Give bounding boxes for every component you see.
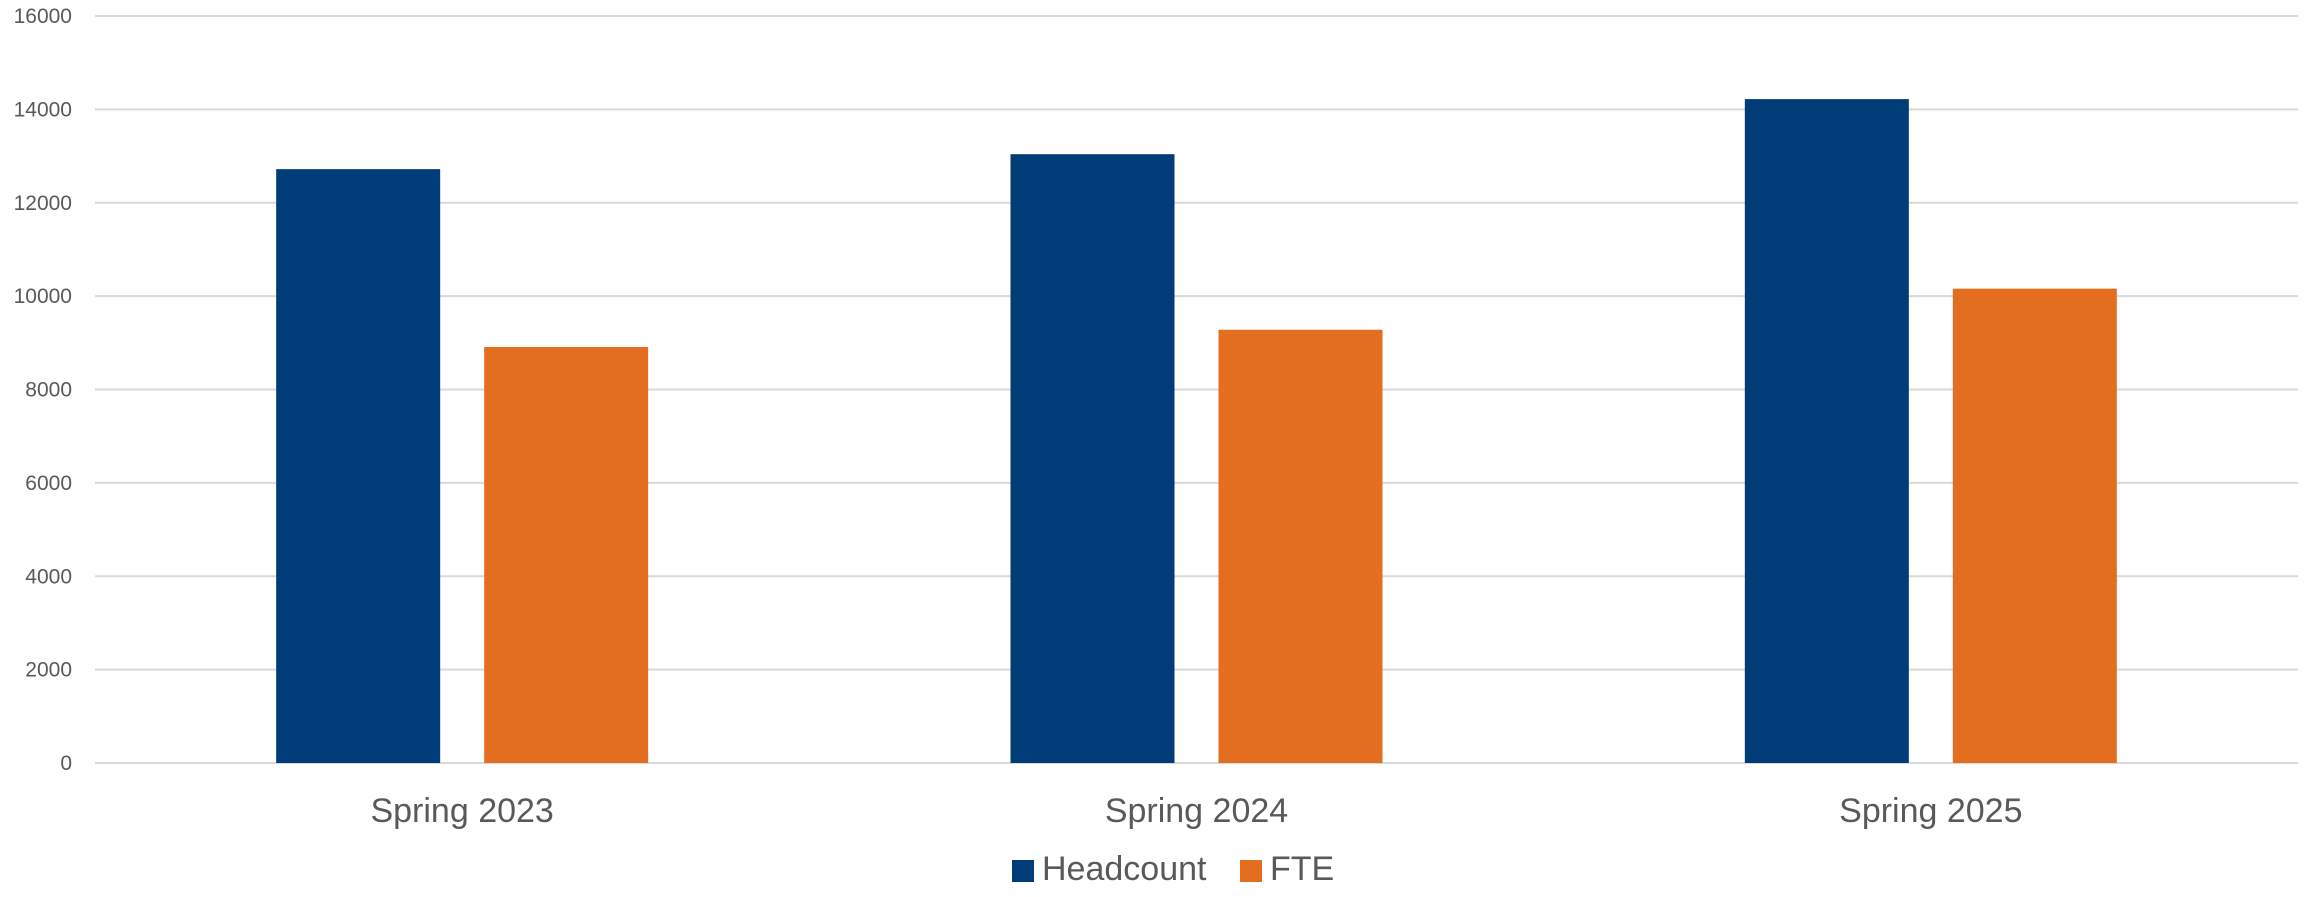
- legend-label-headcount: Headcount: [1042, 850, 1207, 888]
- gridlines: [95, 15, 2298, 764]
- legend-label-fte: FTE: [1270, 850, 1334, 888]
- y-tick-label: 8000: [25, 379, 72, 402]
- bar-fte-2: [1218, 329, 1383, 763]
- legend-swatch-headcount: [1012, 860, 1034, 882]
- y-tick-label: 16000: [14, 5, 72, 28]
- bar-headcount-1: [276, 169, 441, 763]
- bar-fte-1: [484, 347, 649, 763]
- y-tick-label: 14000: [14, 98, 72, 121]
- y-tick-label: 2000: [25, 659, 72, 682]
- bar-headcount-3: [1744, 99, 1909, 763]
- x-category-label: Spring 2023: [370, 792, 553, 830]
- bars: [276, 99, 2117, 763]
- x-category-label: Spring 2024: [1105, 792, 1288, 830]
- y-tick-label: 12000: [14, 192, 72, 215]
- x-category-label: Spring 2025: [1839, 792, 2022, 830]
- y-tick-label: 10000: [14, 285, 72, 308]
- legend-swatch-fte: [1240, 860, 1262, 882]
- y-tick-label: 6000: [25, 472, 72, 495]
- y-tick-label: 0: [60, 752, 72, 775]
- bar-fte-3: [1952, 288, 2117, 763]
- bar-headcount-2: [1010, 154, 1175, 763]
- y-axis-tick-labels: 0 2000 4000 6000 8000 10000 12000 14000 16000: [14, 5, 72, 775]
- y-tick-label: 4000: [25, 565, 72, 588]
- x-axis-category-labels: Spring 2023 Spring 2024 Spring 2025: [370, 792, 2022, 830]
- legend: Headcount FTE: [1012, 850, 1334, 888]
